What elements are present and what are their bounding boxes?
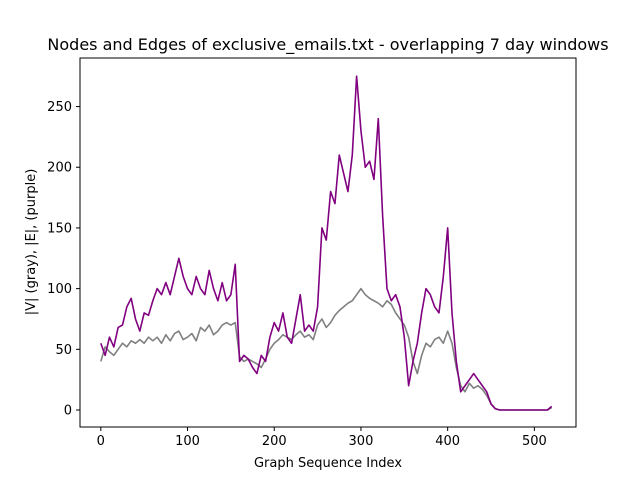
axes-frame <box>79 57 577 428</box>
y-tick-label: 250 <box>47 100 72 115</box>
x-tick-label: 100 <box>175 434 200 449</box>
y-tick-label: 0 <box>64 404 72 419</box>
x-tick-label: 200 <box>262 434 287 449</box>
x-tick-label: 0 <box>97 434 105 449</box>
series-layer <box>100 75 553 411</box>
x-tick-label: 500 <box>522 434 547 449</box>
series-line-1 <box>100 75 553 411</box>
y-axis-ticks: 0 50 100 150 200 250 <box>47 100 80 419</box>
chart-title: Nodes and Edges of exclusive_emails.txt … <box>47 35 608 55</box>
y-axis-label: |V| (gray), |E|, (purple) <box>24 169 39 316</box>
y-tick-label: 200 <box>47 161 72 176</box>
y-tick-label: 100 <box>47 282 72 297</box>
x-axis-ticks: 0 100 200 300 400 500 <box>97 427 547 449</box>
x-axis-label: Graph Sequence Index <box>254 456 402 471</box>
x-tick-label: 400 <box>435 434 460 449</box>
x-tick-label: 300 <box>349 434 374 449</box>
plot-area: 0 100 200 300 400 500 0 50 100 150 200 250 <box>47 57 577 449</box>
y-tick-label: 50 <box>55 343 72 358</box>
y-tick-label: 150 <box>47 221 72 236</box>
series-line-0 <box>100 287 553 411</box>
